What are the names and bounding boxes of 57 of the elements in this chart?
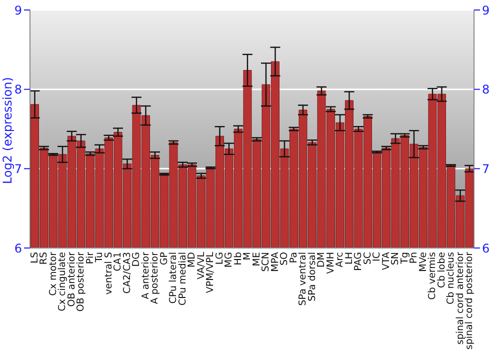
y2-tick-label: 7 bbox=[482, 162, 490, 176]
x-tick-label: Pir bbox=[84, 252, 96, 264]
x-tick-label: MG bbox=[224, 252, 235, 268]
x-tick-label: A anterior bbox=[140, 252, 152, 300]
x-tick-label: Cx cingulate bbox=[57, 252, 68, 312]
x-tick-label: Pa bbox=[288, 252, 300, 264]
x-tick-label: VA/VL bbox=[196, 251, 207, 280]
x-tick-label: DM bbox=[316, 252, 328, 268]
y-tick-label: 7 bbox=[14, 162, 22, 176]
x-tick-label: SPa ventral bbox=[298, 252, 309, 306]
y-tick-label: 8 bbox=[14, 82, 22, 97]
x-tick-label: SO bbox=[279, 252, 290, 266]
x-tick-label: Cb nucleus bbox=[446, 252, 457, 304]
x-tick-label: LG bbox=[214, 252, 226, 265]
x-tick-label: VPM/VPL bbox=[205, 251, 216, 294]
x-tick-label: ME bbox=[251, 252, 262, 266]
x-tick-label: Arc bbox=[334, 252, 346, 268]
y2-tick-label: 8 bbox=[482, 82, 490, 97]
x-tick-label: Cb vermis bbox=[427, 252, 438, 300]
y2-tick-label: 9 bbox=[482, 3, 490, 18]
y-tick-label: 9 bbox=[14, 3, 22, 18]
x-tick-label: SPa dorsal bbox=[306, 252, 318, 302]
x-tick-label: Tu bbox=[94, 252, 106, 264]
x-tick-label: OB posterior bbox=[76, 252, 87, 312]
x-tick-label: Cb lobe bbox=[436, 252, 448, 288]
x-tick-label: VTA bbox=[380, 252, 392, 270]
y-axis-title: Log2 (expression) bbox=[0, 77, 14, 184]
x-tick-label: LS bbox=[29, 252, 40, 264]
x-tick-label: ventral S bbox=[103, 252, 114, 295]
x-tick-label: VMH bbox=[325, 252, 336, 274]
x-tick-label: A posterior bbox=[150, 252, 161, 304]
x-tick-label: spinal cord posterior bbox=[464, 252, 476, 350]
x-tick-label: PAG bbox=[353, 252, 364, 271]
x-tick-label: GP bbox=[158, 252, 170, 266]
x-tick-label: MVe bbox=[418, 252, 429, 272]
x-tick-label: RS bbox=[38, 252, 50, 265]
x-tick-label: LH bbox=[344, 252, 355, 264]
x-tick-label: CA1 bbox=[112, 252, 124, 272]
x-tick-label: Pn bbox=[408, 252, 420, 264]
x-tick-label: SN bbox=[390, 252, 402, 266]
x-tick-label: CPu medial bbox=[177, 252, 188, 306]
x-tick-label: Tg bbox=[399, 252, 410, 265]
x-tick-label: SCN bbox=[260, 252, 272, 272]
y2-tick-label: 6 bbox=[482, 241, 490, 256]
x-tick-label: MPA bbox=[270, 252, 281, 272]
x-tick-label: CA2/CA3 bbox=[122, 252, 133, 294]
x-tick-label: Cx motor bbox=[48, 252, 59, 296]
x-tick-label: OB anterior bbox=[66, 252, 78, 307]
x-tick-label: M bbox=[242, 252, 254, 260]
x-tick-label: Hb bbox=[232, 252, 244, 266]
x-tick-label: MD bbox=[186, 252, 198, 268]
x-tick-label: DG bbox=[131, 252, 142, 267]
x-tick-label: CPu lateral bbox=[168, 252, 180, 304]
x-tick-label: IC bbox=[372, 252, 383, 262]
x-tick-label: spinal cord anterior bbox=[454, 252, 466, 345]
y-tick-label: 6 bbox=[14, 241, 22, 256]
x-tick-label: SC bbox=[362, 252, 374, 265]
